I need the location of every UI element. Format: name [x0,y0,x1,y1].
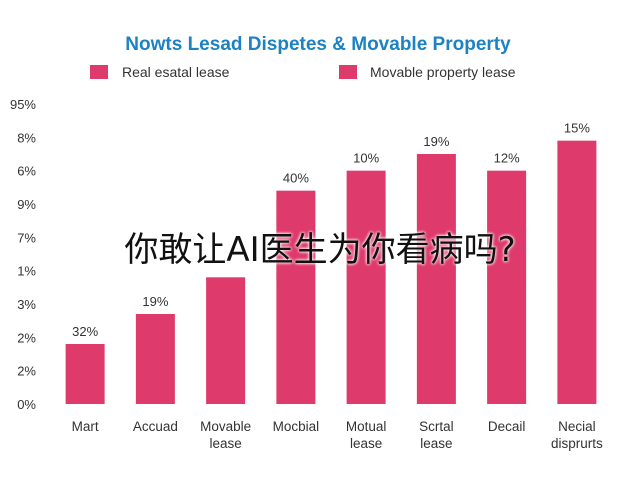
y-tick-label: 3% [17,297,36,312]
bar-value-label: 19% [423,134,449,149]
bar [416,154,456,404]
bar [557,140,597,404]
bar [65,344,105,404]
y-tick-label: 6% [17,164,36,179]
x-tick-label: Necial disprurts [551,419,603,451]
x-tick-label: Mocbial [273,419,320,434]
legend: Real esatal lease Movable property lease [90,64,516,80]
bar-value-label: 12% [494,151,520,166]
legend-swatch-movable [339,65,357,79]
x-tick-label: Mart [72,419,99,434]
bar [135,314,175,404]
bar-value-label: 32% [72,324,98,339]
x-axis: Mart Accuad Movable lease Mocbial Motual lease… [72,419,603,451]
legend-label-real: Real esatal lease [122,64,230,80]
bar-value-label: 10% [353,151,379,166]
bar-value-label: 15% [564,121,590,136]
bar-value-label: 19% [142,294,168,309]
y-axis: 0% 2% 2% 3% 1% 7% 9% 6% 8% 95% [10,97,36,412]
bar-value-label: 40% [283,171,309,186]
x-tick-label: Accuad [133,419,178,434]
y-tick-label: 7% [17,230,36,245]
y-tick-label: 95% [10,97,36,112]
bar [206,277,246,404]
y-tick-label: 9% [17,197,36,212]
overlay-caption: 你敢让AI医生为你看病吗? [124,230,516,270]
legend-swatch-real [90,65,108,79]
bars [65,140,597,404]
y-tick-label: 2% [17,330,36,345]
value-labels: 32% 19% 40% 10% 19% 12% 15% [72,121,590,339]
chart-title: Nowts Lesad Dispetes & Movable Property [125,34,511,55]
y-tick-label: 0% [17,397,36,412]
x-tick-label: Decail [488,419,526,434]
x-tick-label: Motual lease [346,419,387,451]
x-tick-label: Scrtal lease [419,419,454,451]
bar [276,190,316,404]
x-tick-label: Movable lease [200,419,251,451]
y-tick-label: 8% [17,130,36,145]
bar [487,170,527,404]
y-tick-label: 1% [17,264,36,279]
y-tick-label: 2% [17,364,36,379]
bar [346,170,386,404]
legend-label-movable: Movable property lease [370,64,516,80]
